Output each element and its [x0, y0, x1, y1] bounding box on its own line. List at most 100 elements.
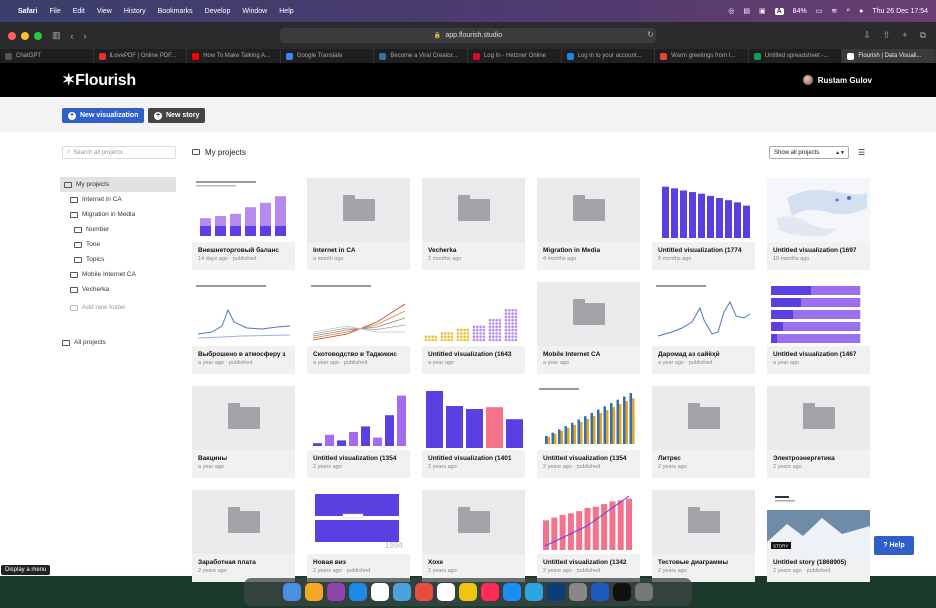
control-center-icon[interactable]: ◎ — [728, 8, 735, 15]
folder-icon — [227, 507, 260, 533]
battery-percent[interactable]: 84% — [792, 7, 807, 15]
search-icon[interactable]: ⌕ — [846, 7, 851, 14]
menubar-item-bookmarks[interactable]: Bookmarks — [157, 7, 193, 15]
browser-tab[interactable]: Become a Viral Creator... — [374, 49, 468, 63]
visualization-card[interactable]: Даромад аз сайёҳӣ a year ago · published — [652, 282, 755, 374]
project-folder-card[interactable]: Литрес 2 years ago — [652, 386, 755, 478]
visualization-card[interactable]: STORY Untitled story (1868905) 2 years ago… — [767, 490, 870, 582]
flourish-logo[interactable]: ✶Flourish — [62, 72, 136, 89]
dock-app-icon[interactable] — [547, 583, 565, 601]
reload-icon[interactable]: ↻ — [647, 30, 654, 39]
dock-app-icon[interactable] — [525, 583, 543, 601]
dock-app-icon[interactable] — [591, 583, 609, 601]
dock-app-icon[interactable] — [393, 583, 411, 601]
visualization-card[interactable]: Untitled visualization (1643 a year ago — [422, 282, 525, 374]
tab-overview-icon[interactable]: ⧉ — [919, 30, 926, 40]
datetime[interactable]: Thu 26 Dec 17:54 — [872, 7, 928, 15]
project-folder-card[interactable]: Migration in Media 4 months ago — [537, 178, 640, 270]
dock-app-icon[interactable] — [635, 583, 653, 601]
zoom-window-button[interactable] — [34, 31, 42, 40]
sidebar-folder-item[interactable]: Vecherka — [62, 282, 176, 297]
new-tab-icon[interactable]: + — [902, 30, 908, 40]
visualization-card[interactable]: Внешнеторговый баланс 14 days ago · publi… — [192, 178, 295, 270]
siri-icon[interactable]: ● — [859, 7, 864, 15]
sidebar-toggle-icon[interactable]: ▥ — [52, 30, 61, 40]
dock-app-icon[interactable] — [327, 583, 345, 601]
project-folder-card[interactable]: Vecherka 2 months ago — [422, 178, 525, 270]
project-folder-card[interactable]: Вакцины a year ago — [192, 386, 295, 478]
dock-app-icon[interactable] — [569, 583, 587, 601]
visualization-card[interactable]: Untitled visualization (1697 10 months ag… — [767, 178, 870, 270]
visualization-card[interactable]: Untitled visualization (1354 2 years ago … — [537, 386, 640, 478]
dock-app-icon[interactable] — [371, 583, 389, 601]
visualization-card[interactable]: Untitled visualization (1401 2 years ago — [422, 386, 525, 478]
add-folder-button[interactable]: Add new folder — [62, 300, 176, 315]
visualization-card[interactable]: Untitled visualization (1774 8 months ago — [652, 178, 755, 270]
sidebar-folder-item[interactable]: Topics — [62, 252, 176, 267]
sidebar-folder-item[interactable]: Number — [62, 222, 176, 237]
stage-icon[interactable]: ▤ — [743, 8, 750, 15]
visualization-card[interactable]: 1994 Новая виз 2 years ago · published — [307, 490, 410, 582]
menubar-item-window[interactable]: Window — [242, 7, 268, 15]
browser-tab[interactable]: Untitled spreadsheet -... — [749, 49, 843, 63]
menubar-item-develop[interactable]: Develop — [204, 7, 231, 15]
project-folder-card[interactable]: Mobile Internet CA a year ago — [537, 282, 640, 374]
wifi-icon[interactable]: ≋ — [831, 8, 838, 15]
visualization-card[interactable]: Untitled visualization (1467 a year ago — [767, 282, 870, 374]
browser-tab[interactable]: Warm greetings from I... — [655, 49, 749, 63]
download-icon[interactable]: ⇩ — [863, 30, 871, 40]
user-menu[interactable]: Rustam Gulov — [802, 75, 872, 85]
address-bar[interactable]: 🔒 app.flourish.studio — [280, 28, 656, 43]
sidebar-folder-item[interactable]: Migration in Media — [62, 207, 176, 222]
browser-tab[interactable]: Flourish | Data Visuali... — [842, 49, 936, 63]
sidebar-folder-item[interactable]: Internet in CA — [62, 192, 176, 207]
all-projects-link[interactable]: All projects — [62, 335, 176, 350]
dock-app-icon[interactable] — [503, 583, 521, 601]
dock-app-icon[interactable] — [349, 583, 367, 601]
dock-app-icon[interactable] — [415, 583, 433, 601]
dock-app-icon[interactable] — [459, 583, 477, 601]
lock-icon[interactable]: ▣ — [758, 8, 766, 15]
visualization-card[interactable]: Скотоводство в Таджикис a year ago · publ… — [307, 282, 410, 374]
menubar-item-file[interactable]: File — [49, 7, 61, 15]
project-folder-card[interactable]: Тестовые диаграммы 2 years ago — [652, 490, 755, 582]
share-icon[interactable]: ⇧ — [882, 30, 891, 40]
dock-app-icon[interactable] — [481, 583, 499, 601]
browser-tab[interactable]: How To Make Talking A... — [187, 49, 281, 63]
browser-tab[interactable]: Log in to your account... — [562, 49, 656, 63]
visualization-card[interactable]: Untitled visualization (1342 2 years ago … — [537, 490, 640, 582]
project-folder-card[interactable]: Заработная плата 2 years ago — [192, 490, 295, 582]
visualization-card[interactable]: Untitled visualization (1354 2 years ago — [307, 386, 410, 478]
sidebar-folder-item[interactable]: Mobile Internet CA — [62, 267, 176, 282]
minimize-window-button[interactable] — [21, 31, 29, 40]
back-icon[interactable]: ‹ — [70, 30, 74, 41]
input-source-badge[interactable]: A — [774, 7, 784, 15]
browser-tab[interactable]: ChatGPT — [0, 49, 94, 63]
browser-tab[interactable]: iLovePDF | Online PDF... — [94, 49, 188, 63]
dock-app-icon[interactable] — [613, 583, 631, 601]
new-story-button[interactable]: + New story — [148, 108, 206, 123]
project-folder-card[interactable]: Электроэнергетика 2 years ago — [767, 386, 870, 478]
show-projects-select[interactable]: Show all projects ▲▼ — [769, 146, 849, 159]
menubar-item-edit[interactable]: Edit — [72, 7, 85, 15]
project-folder-card[interactable]: Хохе 2 years ago — [422, 490, 525, 582]
visualization-card[interactable]: Выброшено в атмосферу з a year ago · publ… — [192, 282, 295, 374]
menubar-item-history[interactable]: History — [123, 7, 146, 15]
browser-tab[interactable]: Log In - Hetzner Online — [468, 49, 562, 63]
close-window-button[interactable] — [8, 31, 16, 40]
browser-tab[interactable]: Google Translate — [281, 49, 375, 63]
dock-app-icon[interactable] — [305, 583, 323, 601]
sidebar-folder-item[interactable]: My projects — [60, 177, 176, 192]
sidebar-folder-item[interactable]: Tone — [62, 237, 176, 252]
help-button[interactable]: ? Help — [874, 536, 914, 555]
search-input[interactable]: ⌕ Search all projects — [62, 146, 176, 159]
menubar-item-view[interactable]: View — [96, 7, 112, 15]
dock-app-icon[interactable] — [283, 583, 301, 601]
menubar-item-help[interactable]: Help — [279, 7, 294, 15]
list-view-icon[interactable]: ☰ — [858, 148, 866, 157]
project-folder-card[interactable]: Internet in CA a month ago — [307, 178, 410, 270]
menubar-app-name[interactable]: Safari — [18, 7, 38, 15]
forward-icon[interactable]: › — [83, 30, 87, 41]
new-visualization-button[interactable]: + New visualization — [62, 108, 145, 123]
dock-app-icon[interactable] — [437, 583, 455, 601]
